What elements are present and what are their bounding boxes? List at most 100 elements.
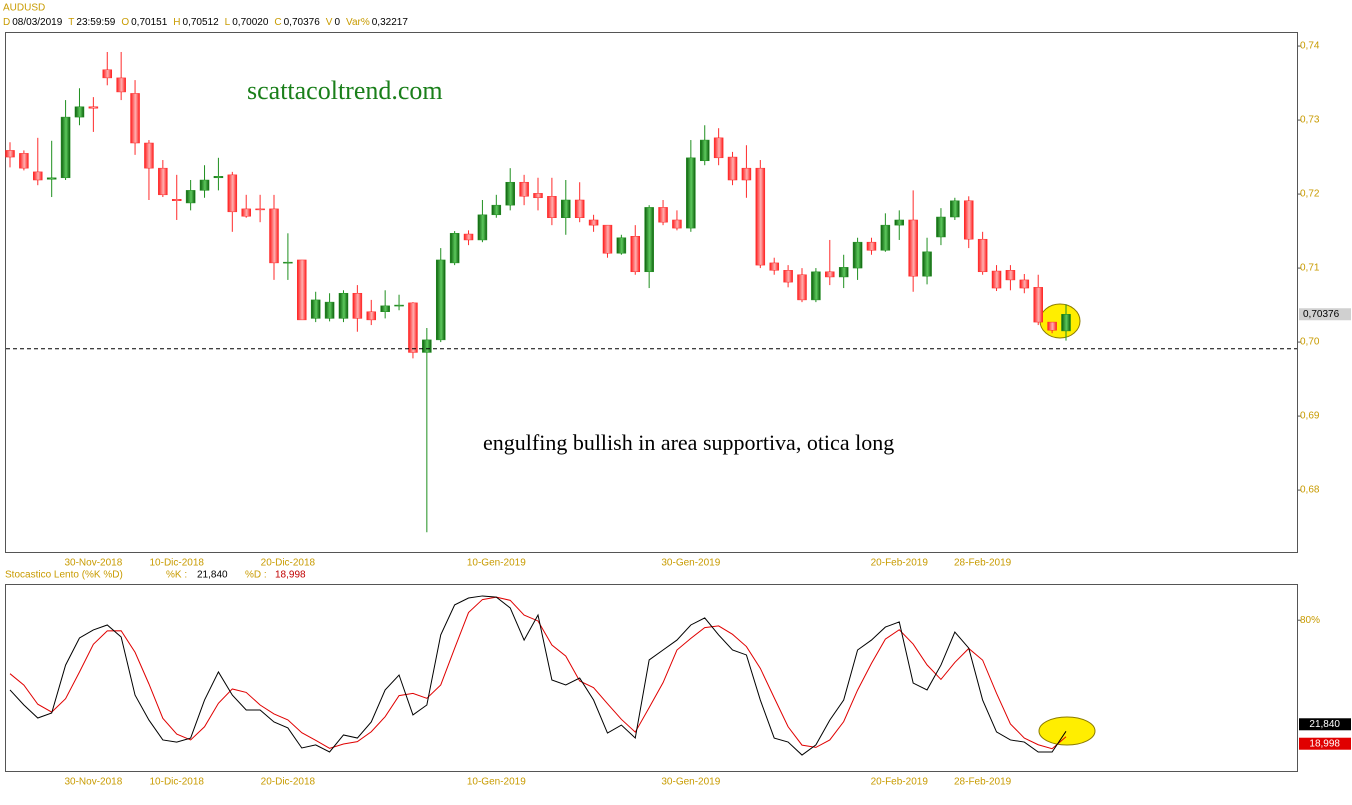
candle-body [491,204,502,216]
header-value: 0,32217 [372,17,409,28]
candle-body [533,193,543,199]
series-line [9,596,1067,750]
candle-body [519,181,529,197]
candle-body [46,177,57,180]
candle-body [644,207,654,273]
candle-body [102,69,113,79]
candle-body [825,271,835,278]
header-value: 08/03/2019 [12,17,62,28]
candle-body [394,304,404,307]
y-tick-label: 0,71 [1300,263,1320,274]
candle-body [630,236,641,273]
header-key: Var% [346,17,370,28]
candle-body [310,299,321,319]
annotation: engulfing bullish in area supportiva, ot… [483,430,894,455]
candle-body [1005,270,1016,281]
candle-body [866,241,877,251]
candle-body [1019,279,1030,289]
series-line [9,595,1067,756]
candle-body [755,167,766,266]
candle-body [561,199,571,219]
candle-body [171,199,182,201]
candle-body [158,167,168,196]
last-price-box [1299,308,1351,321]
candle-body [894,219,905,226]
candle-body [213,176,224,179]
symbol: AUDUSD [3,3,45,14]
legend-d-name: %D : [245,570,267,581]
legend-k-name: %K : [166,570,187,581]
candle-body [658,207,668,223]
candle-body [33,171,43,181]
header-key: V [326,17,333,28]
header-value: 0,70020 [232,17,269,28]
header-key: C [274,17,281,28]
x-tick-label: 30-Gen-2019 [661,558,720,569]
candle-body [380,305,390,312]
candle-body [936,216,946,238]
candle-body [435,259,446,341]
y-tick-label: 0,68 [1300,485,1320,496]
candle-body [130,93,140,144]
header-key: L [225,17,231,28]
candle-body [977,238,988,273]
candle-body [227,174,238,213]
candle-body [199,179,210,191]
candle-body [908,219,918,277]
y-tick-label: 0,72 [1300,189,1320,200]
candle-body [1061,314,1071,332]
header-value: 0,70512 [183,17,220,28]
candle-body [449,233,460,264]
legend-d-value: 18,998 [275,570,306,581]
stochastic-panel [5,584,1298,772]
candle-body [463,233,474,241]
candle-body [880,224,891,251]
highlight-circle [1039,303,1081,339]
x-tick-label: 10-Gen-2019 [467,777,526,788]
readout-label: 18,998 [1309,738,1340,749]
candle-body [297,259,307,321]
y-tick-label: 0,69 [1300,411,1320,422]
candle-body [811,271,821,301]
candle-body [686,157,696,229]
candle-body [366,311,377,321]
header-value: 0,70151 [131,17,168,28]
legend-k-value: 21,840 [197,570,228,581]
header-value: 0 [334,17,340,28]
header-key: H [173,17,180,28]
candle-body [505,181,515,206]
indicator-title: Stocastico Lento (%K %D) [5,570,123,581]
candle-body [352,292,363,319]
candle-body [144,142,154,169]
candle-body [922,251,932,277]
candle-body [727,156,738,181]
candle-body [838,267,849,278]
candle-body [950,200,960,218]
x-tick-label: 10-Dic-2018 [149,777,204,788]
header-key: T [68,17,74,28]
candle-body [769,262,779,271]
candle-body [588,219,599,226]
x-tick-label: 20-Feb-2019 [871,777,929,788]
watermark: scattacoltrend.com [247,76,443,105]
candle-body [852,241,863,269]
x-tick-label: 20-Dic-2018 [261,777,316,788]
candle-body [338,292,349,319]
highlight-circle [1038,716,1096,746]
candle-body [797,274,807,301]
candle-body [255,208,265,211]
candle-body [422,339,432,353]
y-tick-label: 0,74 [1300,41,1320,52]
y-tick-label: 0,70 [1300,337,1320,348]
candle-body [88,106,99,109]
x-tick-label: 30-Nov-2018 [64,777,122,788]
candle-body [991,270,1002,289]
candle-body [672,219,682,229]
candle-body [547,196,557,219]
y-tick-label: 0,73 [1300,115,1320,126]
x-tick-label: 20-Feb-2019 [871,558,929,569]
x-tick-label: 30-Gen-2019 [661,777,720,788]
header-value: 23:59:59 [76,17,115,28]
